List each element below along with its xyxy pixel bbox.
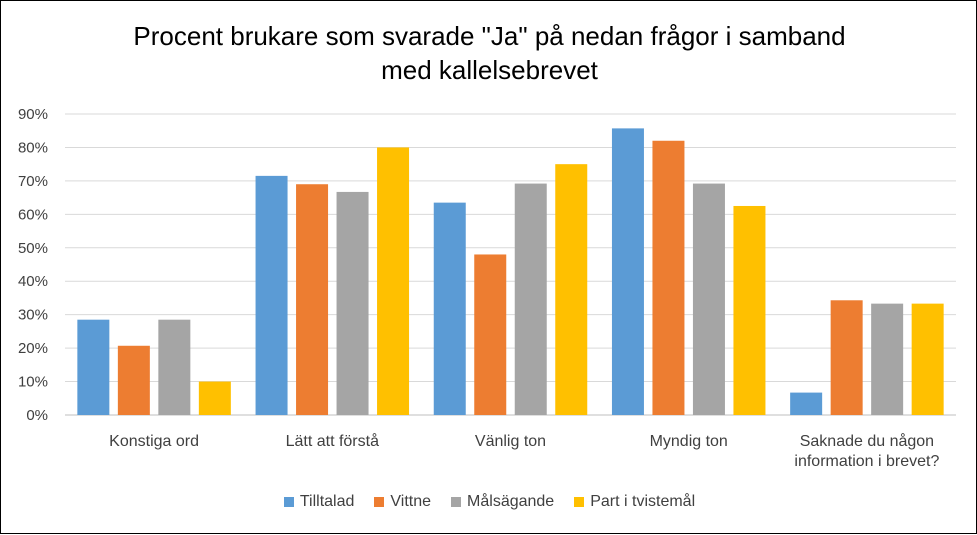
legend-label: Målsägande	[467, 493, 555, 510]
chart-title-line-2: med kallelsebrevet	[381, 55, 598, 85]
x-category-label: Lätt att förstå	[286, 432, 379, 450]
bar-vittne	[830, 300, 863, 415]
y-tick-label: 50%	[18, 240, 48, 257]
bar-vittne	[117, 345, 150, 415]
x-category-label: Saknade du någon	[800, 432, 934, 450]
legend-label: Tilltalad	[299, 493, 355, 510]
bar-tilltalad	[611, 128, 644, 415]
legend-item: Part i tvistemål	[574, 493, 695, 511]
y-tick-label: 20%	[18, 340, 48, 357]
bar-målsägande	[692, 183, 725, 415]
bar-målsägande	[158, 319, 191, 415]
bar-part-i-tvistemål	[198, 381, 231, 415]
y-tick-label: 30%	[18, 307, 48, 324]
y-tick-label: 10%	[18, 374, 48, 391]
bar-part-i-tvistemål	[377, 147, 410, 415]
bar-vittne	[652, 140, 685, 415]
bar-tilltalad	[790, 392, 823, 415]
y-tick-label: 0%	[26, 407, 48, 424]
x-category-label: Konstiga ord	[109, 433, 199, 450]
legend-item: Målsägande	[451, 493, 554, 511]
chart-title-line-1: Procent brukare som svarade "Ja" på neda…	[133, 21, 846, 51]
x-category-label: information i brevet?	[794, 453, 939, 470]
x-category-label: Myndig ton	[650, 433, 728, 450]
chart-title: Procent brukare som svarade "Ja" på neda…	[1, 19, 977, 87]
bar-vittne	[474, 254, 507, 415]
bar-part-i-tvistemål	[733, 205, 766, 415]
x-category-label: Vänlig ton	[475, 433, 546, 450]
legend-swatch	[574, 497, 585, 507]
bar-tilltalad	[433, 202, 466, 415]
legend-item: Vittne	[374, 493, 431, 511]
bar-part-i-tvistemål	[555, 164, 588, 415]
bar-målsägande	[871, 303, 904, 415]
y-tick-label: 40%	[18, 273, 48, 290]
y-tick-label: 60%	[18, 206, 48, 223]
bar-tilltalad	[77, 319, 110, 415]
legend-label: Vittne	[390, 493, 432, 510]
legend-swatch	[374, 497, 385, 507]
bar-part-i-tvistemål	[911, 303, 944, 415]
y-tick-label: 90%	[18, 106, 48, 123]
y-tick-label: 80%	[18, 139, 48, 156]
y-tick-label: 70%	[18, 173, 48, 190]
legend-label: Part i tvistemål	[590, 493, 696, 510]
bar-vittne	[296, 184, 329, 415]
bar-målsägande	[514, 183, 547, 415]
bar-tilltalad	[255, 175, 288, 415]
bar-målsägande	[336, 191, 369, 415]
legend-swatch	[283, 497, 294, 507]
chart-legend: Tilltalad Vittne Målsägande Part i tvistemå…	[1, 493, 977, 511]
legend-swatch	[451, 497, 462, 507]
legend-item: Tilltalad	[283, 493, 355, 511]
